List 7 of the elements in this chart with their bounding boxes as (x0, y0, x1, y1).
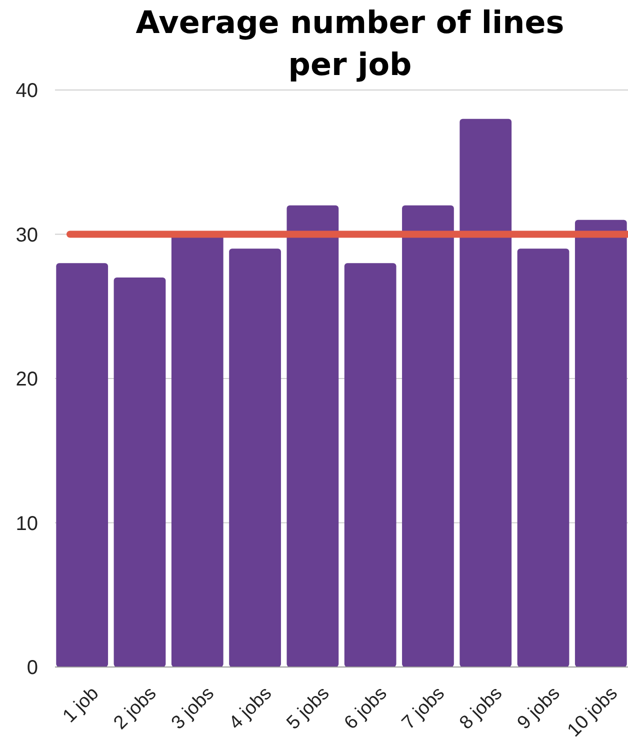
chart-title: Average number of lines per job (136, 5, 564, 83)
y-tick-label: 30 (16, 224, 38, 246)
x-tick-label: 1 job (59, 683, 104, 728)
y-tick-label: 0 (26, 657, 38, 679)
y-tick-label: 20 (16, 368, 38, 390)
y-tick-label: 40 (16, 80, 38, 102)
y-tick-label: 10 (16, 512, 38, 535)
